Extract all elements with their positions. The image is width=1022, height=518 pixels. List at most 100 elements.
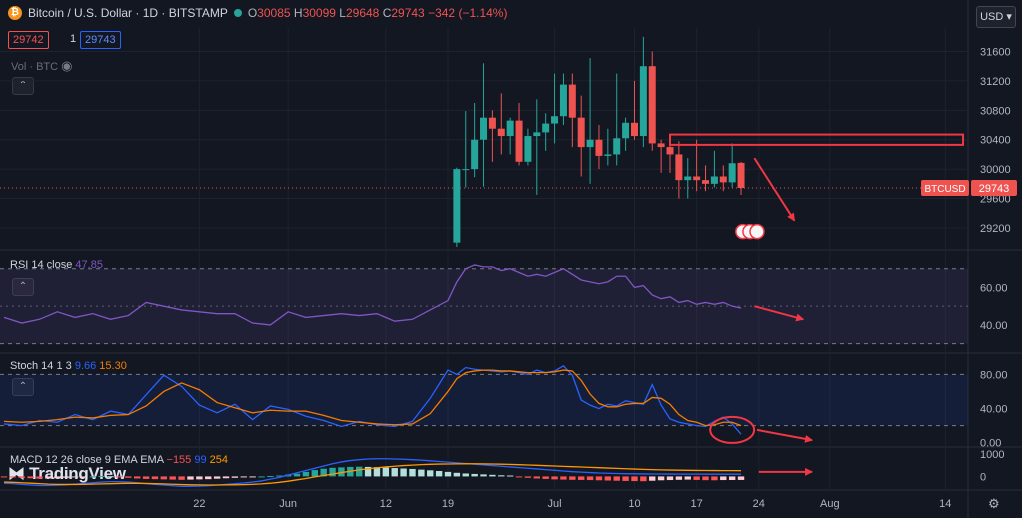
macd-histogram-bar [515, 476, 523, 478]
macd-histogram-bar [213, 476, 221, 479]
market-status-icon [233, 9, 242, 17]
macd-histogram-bar [435, 470, 443, 477]
candle-body [488, 117, 496, 129]
buy-price-button[interactable]: 29743 [80, 31, 121, 49]
x-tick-label: Jun [279, 498, 297, 510]
macd-histogram-bar [80, 476, 88, 478]
macd-histogram-bar [400, 468, 407, 477]
macd-histogram-bar [18, 476, 25, 478]
macd-histogram-bar [604, 476, 612, 481]
candle-body [710, 176, 718, 184]
macd-histogram-bar [675, 476, 683, 480]
y-tick-label: 29600 [980, 194, 1011, 206]
bitcoin-icon: ₿ [8, 6, 22, 20]
currency-selector[interactable]: USD ▾ [976, 6, 1016, 28]
symbol-tag [921, 180, 969, 197]
candle-body [577, 117, 585, 148]
candle-body [702, 180, 710, 184]
stoch-band [0, 374, 968, 426]
x-tick-label: Aug [820, 498, 840, 510]
y-tick-label: 40.00 [980, 404, 1008, 416]
macd-histogram-bar [187, 476, 194, 480]
candle-body [737, 162, 745, 189]
macd-histogram-bar [293, 473, 301, 477]
macd-histogram-bar [444, 471, 452, 477]
macd-histogram-bar [240, 476, 247, 478]
macd-histogram-bar [276, 475, 283, 477]
macd-histogram-bar [222, 476, 230, 479]
y-tick-label: 80.00 [980, 369, 1008, 381]
macd-histogram-bar [622, 476, 629, 481]
price-change: −342 (−1.14%) [428, 6, 508, 20]
candle-body [533, 132, 541, 137]
macd-value: −155 [167, 454, 195, 466]
macd-histogram-bar [657, 476, 665, 481]
sell-price-button[interactable]: 29742 [8, 31, 49, 49]
candle-body [693, 176, 701, 181]
macd-histogram-bar [98, 475, 105, 477]
macd-histogram-bar [711, 476, 718, 481]
macd-histogram-bar [27, 476, 34, 479]
macd-histogram-bar [231, 476, 239, 478]
macd-histogram-bar [89, 476, 96, 478]
y-tick-label: 60.00 [980, 282, 1008, 294]
gear-icon[interactable]: ⚙ [988, 496, 1000, 511]
x-tick-label: 14 [939, 498, 951, 510]
macd-histogram-bar [45, 476, 52, 479]
macd-histogram-bar [613, 476, 620, 481]
candle-body [675, 154, 683, 181]
macd-histogram-bar [249, 476, 256, 478]
macd-histogram-bar [462, 473, 469, 477]
collapse-rsi-button[interactable]: ⌃ [12, 278, 34, 296]
macd-histogram-bar [489, 474, 496, 477]
x-tick-label: 12 [380, 498, 392, 510]
macd-histogram-bar [382, 467, 390, 477]
y-tick-label: 0 [980, 471, 986, 483]
stoch-line-d [3, 369, 742, 427]
macd-histogram-bar [551, 476, 558, 480]
macd-histogram-bar [480, 474, 487, 477]
macd-histogram-bar [693, 476, 700, 480]
collapse-main-button[interactable]: ⌃ [12, 77, 34, 95]
candle-body [551, 116, 559, 124]
macd-histogram-bar [524, 476, 532, 478]
resistance-zone-box [669, 133, 965, 146]
last-price-label: 29743 [979, 183, 1010, 195]
candle-body [648, 66, 656, 144]
symbol-title[interactable]: Bitcoin / U.S. Dollar · 1D · BITSTAMP [28, 6, 228, 20]
y-tick-label: 30400 [980, 135, 1011, 147]
candle-body [666, 147, 674, 155]
x-tick-label: 17 [691, 498, 703, 510]
x-tick-label: 22 [193, 498, 205, 510]
rsi-legend: RSI 14 close 47.85 [10, 259, 103, 271]
candle-body [719, 176, 727, 183]
macd-histogram-bar [311, 470, 318, 477]
eye-icon[interactable]: ◉ [61, 58, 73, 73]
candle-body [604, 154, 612, 156]
macd-histogram-bar [373, 467, 381, 477]
candle-body [613, 138, 621, 155]
macd-histogram-bar [364, 466, 372, 477]
macd-histogram-bar [54, 476, 61, 479]
candle-body [568, 84, 576, 118]
macd-value: 254 [210, 454, 228, 466]
macd-histogram-bar [36, 476, 43, 479]
macd-histogram-bar [418, 469, 425, 477]
stoch-legend: Stoch 14 1 3 9.66 15.30 [10, 360, 127, 372]
macd-histogram-bar [267, 475, 274, 477]
y-tick-label: 30800 [980, 105, 1011, 117]
macd-histogram-bar [684, 476, 691, 480]
symbol-tag-label: BTCUSD [924, 184, 965, 195]
macd-histogram-bar [329, 467, 336, 477]
last-price-tag [971, 180, 1017, 197]
rsi-value: 47.85 [75, 259, 103, 271]
collapse-stoch-button[interactable]: ⌃ [12, 378, 34, 396]
macd-histogram-bar [578, 476, 585, 480]
macd-histogram-bar [142, 476, 150, 479]
macd-histogram-bar [453, 472, 461, 477]
candle-body [657, 143, 665, 148]
macd-histogram-bar [728, 476, 736, 480]
x-tick-label: Jul [548, 498, 562, 510]
y-tick-label: 1000 [980, 449, 1004, 461]
